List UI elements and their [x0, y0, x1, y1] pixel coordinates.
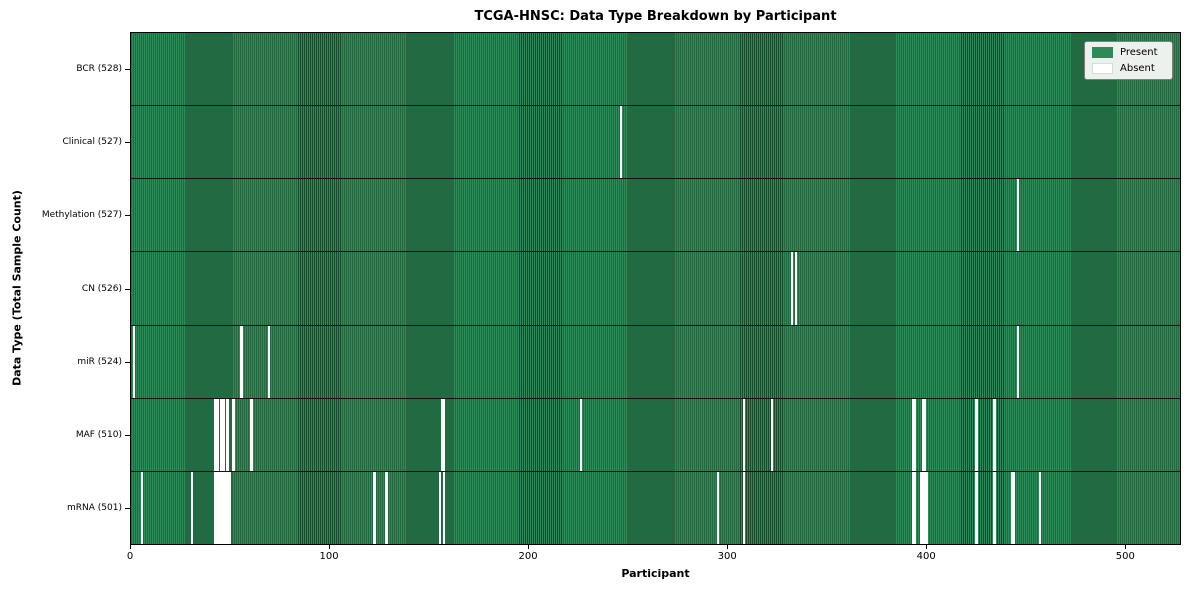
- absent-cell: [218, 471, 221, 544]
- heatmap-row-mir: [131, 325, 1180, 399]
- y-tick-mark: [125, 288, 130, 290]
- legend: Present Absent: [1084, 41, 1173, 80]
- absent-cell: [925, 471, 929, 544]
- x-tick-mark: [130, 545, 131, 549]
- absent-cell: [1011, 471, 1014, 544]
- absent-cell: [224, 471, 227, 544]
- x-axis-label: Participant: [621, 567, 690, 580]
- absent-cell: [240, 325, 243, 398]
- absent-cell: [794, 252, 797, 325]
- absent-cell: [975, 398, 978, 471]
- y-tick-label-mir: miR (524): [77, 356, 122, 367]
- heatmap-row-mrna: [131, 471, 1180, 544]
- x-tick-label-0: 0: [126, 551, 134, 562]
- absent-cell: [742, 471, 746, 544]
- y-tick-label-clinical: Clinical (527): [62, 136, 122, 147]
- y-tick-mark: [125, 141, 130, 143]
- x-tick-mark: [926, 545, 928, 549]
- heatmap-row-bcr: [131, 33, 1180, 107]
- absent-cell: [919, 471, 923, 544]
- absent-cell: [790, 252, 793, 325]
- absent-cell: [993, 471, 996, 544]
- heatmap-plot-area: [130, 32, 1181, 545]
- absent-cell: [385, 471, 388, 544]
- y-tick-label-methylation: Methylation (527): [41, 210, 122, 221]
- absent-cell: [226, 471, 229, 544]
- absent-cell: [220, 471, 223, 544]
- heatmap-row-methylation: [131, 179, 1180, 253]
- absent-cell: [1038, 471, 1042, 544]
- absent-cell: [1017, 179, 1020, 252]
- y-axis-label: Data Type (Total Sample Count): [10, 190, 24, 386]
- absent-cell: [1013, 471, 1016, 544]
- absent-cell: [1017, 325, 1020, 398]
- heatmap-row-maf: [131, 398, 1180, 472]
- absent-swatch-icon: [1092, 63, 1113, 74]
- absent-cell: [580, 398, 583, 471]
- absent-cell: [921, 398, 925, 471]
- absent-cell: [214, 398, 217, 471]
- absent-cell: [619, 106, 623, 179]
- absent-cell: [742, 398, 746, 471]
- x-tick-mark: [727, 545, 729, 549]
- y-tick-label-cn: CN (526): [81, 283, 122, 294]
- absent-cell: [770, 398, 774, 471]
- legend-entry-present: Present: [1092, 47, 1164, 58]
- absent-cell: [923, 398, 927, 471]
- absent-cell: [222, 471, 225, 544]
- y-tick-label-mrna: mRNA (501): [67, 503, 122, 514]
- x-tick-label-400: 400: [916, 551, 936, 562]
- x-tick-mark: [329, 545, 331, 549]
- absent-cell: [226, 398, 229, 471]
- x-tick-label-100: 100: [319, 551, 339, 562]
- legend-label-present: Present: [1120, 47, 1158, 58]
- absent-cell: [717, 471, 720, 544]
- chart-title: TCGA-HNSC: Data Type Breakdown by Partic…: [474, 9, 837, 24]
- y-tick-mark: [125, 508, 130, 510]
- absent-cell: [911, 471, 915, 544]
- absent-cell: [913, 398, 917, 471]
- x-tick-mark: [528, 545, 530, 549]
- heatmap-row-clinical: [131, 106, 1180, 180]
- absent-cell: [911, 398, 915, 471]
- y-tick-mark: [125, 435, 130, 437]
- absent-cell: [132, 325, 136, 398]
- y-tick-mark: [125, 215, 130, 217]
- y-tick-mark: [125, 361, 130, 363]
- absent-cell: [214, 471, 217, 544]
- x-tick-label-300: 300: [717, 551, 737, 562]
- legend-entry-absent: Absent: [1092, 63, 1164, 74]
- absent-cell: [993, 398, 996, 471]
- absent-cell: [140, 471, 144, 544]
- absent-cell: [921, 471, 925, 544]
- absent-cell: [440, 398, 444, 471]
- absent-cell: [216, 398, 219, 471]
- absent-cell: [438, 471, 442, 544]
- present-swatch-icon: [1092, 47, 1113, 58]
- absent-cell: [190, 471, 193, 544]
- y-tick-label-maf: MAF (510): [75, 430, 122, 441]
- heatmap-row-cn: [131, 252, 1180, 326]
- absent-cell: [222, 398, 225, 471]
- absent-cell: [250, 398, 253, 471]
- absent-cell: [228, 471, 231, 544]
- x-tick-label-500: 500: [1115, 551, 1135, 562]
- x-tick-label-200: 200: [518, 551, 538, 562]
- y-tick-label-bcr: BCR (528): [76, 63, 122, 74]
- absent-cell: [232, 398, 235, 471]
- absent-cell: [913, 471, 917, 544]
- absent-cell: [268, 325, 271, 398]
- absent-cell: [442, 471, 446, 544]
- absent-cell: [442, 398, 446, 471]
- absent-cell: [975, 471, 978, 544]
- y-tick-mark: [125, 68, 130, 70]
- absent-cell: [923, 471, 927, 544]
- absent-cell: [373, 471, 376, 544]
- absent-cell: [220, 398, 223, 471]
- absent-cell: [216, 471, 219, 544]
- legend-label-absent: Absent: [1120, 63, 1155, 74]
- x-tick-mark: [1125, 545, 1127, 549]
